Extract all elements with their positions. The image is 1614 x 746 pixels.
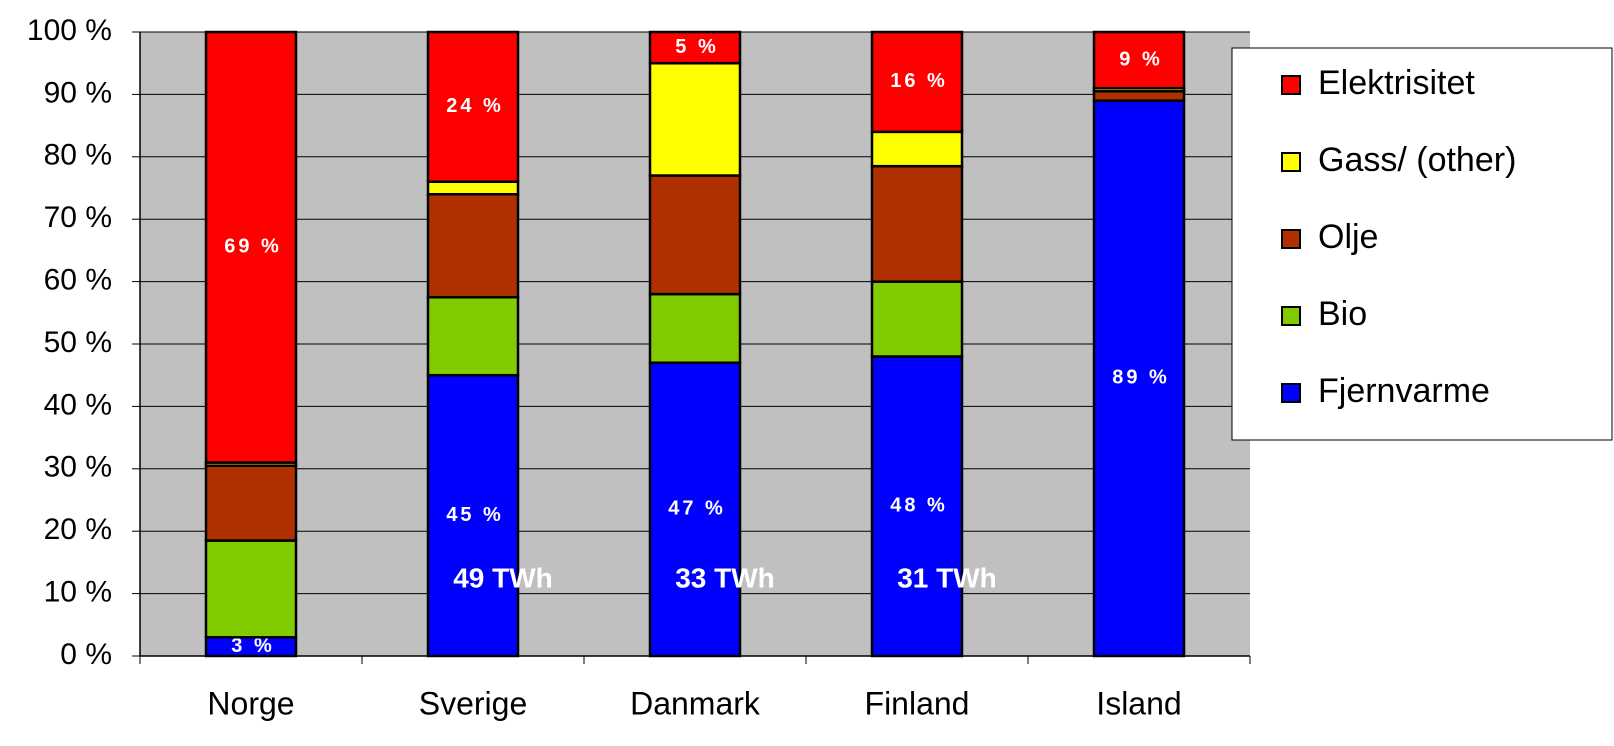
bar-segment [426,295,520,377]
y-tick-label: 90 % [44,76,112,109]
y-tick-label: 50 % [44,326,112,359]
y-tick-label: 30 % [44,451,112,484]
total-label: 33 TWh [675,562,775,593]
y-tick-label: 0 % [60,638,112,671]
legend-label: Gass/ (other) [1318,141,1516,179]
bar-segment [870,164,964,283]
bar-segment [870,130,964,168]
bar-segment [648,61,742,177]
bar-segment [648,174,742,296]
data-label: 3 % [231,635,274,657]
data-label: 9 % [1119,48,1162,70]
bar-segment [1092,99,1186,658]
bar-segment [204,539,298,639]
bar-segment [870,30,964,134]
bar-segment [648,292,742,364]
y-tick-label: 10 % [44,576,112,609]
bar-segment [870,280,964,358]
x-tick-label: Danmark [630,685,761,721]
legend-label: Olje [1318,218,1378,256]
bar-segment [204,464,298,542]
data-label: 45 % [446,504,504,526]
bar-segment [204,30,298,464]
bar-segment [426,373,520,658]
y-tick-label: 70 % [44,201,112,234]
legend-label: Bio [1318,295,1367,333]
legend-swatch [1281,152,1301,172]
legend-label: Elektrisitet [1318,64,1475,102]
data-label: 16 % [890,70,948,92]
data-label: 69 % [224,236,282,258]
bar-segment [1092,90,1186,102]
y-tick-label: 100 % [27,14,112,47]
bar-segment [1092,30,1186,90]
data-label: 47 % [668,498,726,520]
y-tick-label: 60 % [44,264,112,297]
y-tick-label: 20 % [44,513,112,546]
bar-segment [426,192,520,299]
total-label: 49 TWh [453,562,553,593]
legend-swatch [1281,229,1301,249]
bar-segment [648,30,742,65]
y-tick-label: 40 % [44,388,112,421]
x-tick-label: Norge [207,685,294,721]
data-label: 5 % [675,36,718,58]
bar-segment [426,180,520,196]
x-tick-label: Island [1096,685,1181,721]
data-label: 24 % [446,95,504,117]
legend-swatch [1281,383,1301,403]
legend-swatch [1281,306,1301,326]
bar-segment [426,30,520,184]
data-label: 89 % [1112,367,1170,389]
x-tick-label: Sverige [419,685,528,721]
y-tick-label: 80 % [44,139,112,172]
legend-label: Fjernvarme [1318,372,1490,410]
total-label: 31 TWh [897,562,997,593]
x-tick-label: Finland [865,685,970,721]
legend-swatch [1281,75,1301,95]
data-label: 48 % [890,495,948,517]
